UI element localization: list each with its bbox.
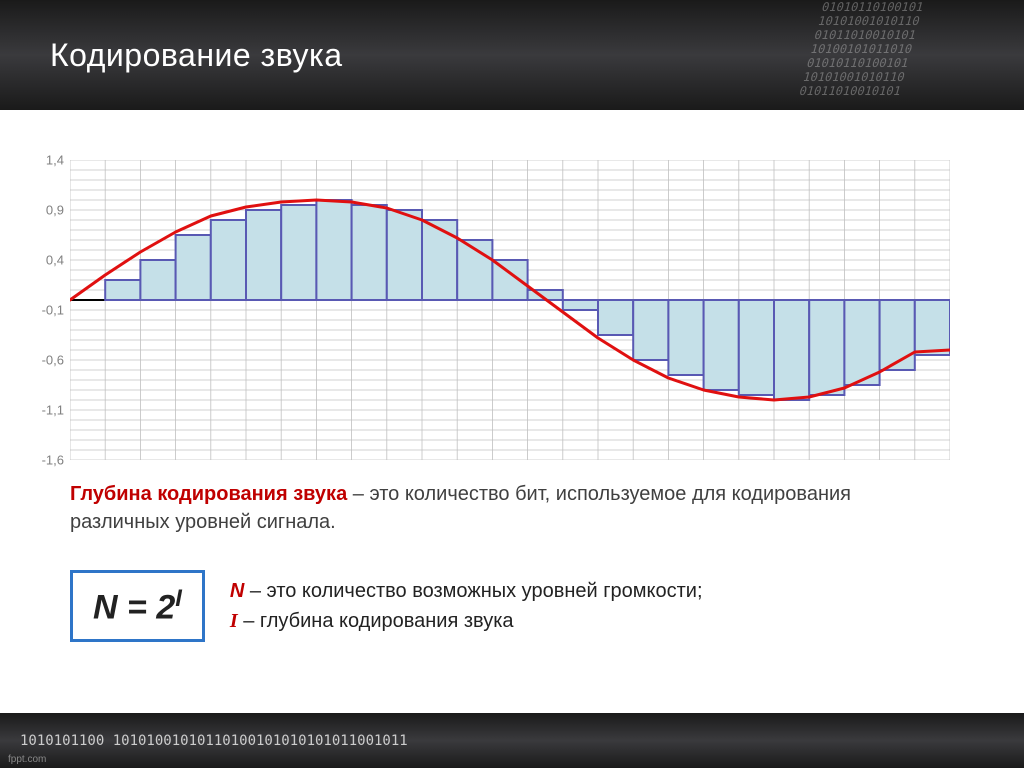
slide-title: Кодирование звука xyxy=(50,37,343,74)
watermark: fppt.com xyxy=(8,754,46,765)
desc-word: звука xyxy=(288,483,348,505)
i-text: – глубина кодирования звука xyxy=(238,610,514,632)
formula-row: N = 2I N – это количество возможных уров… xyxy=(70,570,703,642)
header-band: Кодирование звука 0101011010010110101001… xyxy=(0,0,1024,110)
formula-base: 2 xyxy=(156,588,175,626)
binary-decoration: 0101011010010110101001010110010110100101… xyxy=(795,0,1024,110)
slide: Кодирование звука 0101011010010110101001… xyxy=(0,0,1024,768)
formula-exp: I xyxy=(175,585,182,612)
chart-svg xyxy=(70,160,950,460)
formula-box: N = 2I xyxy=(70,570,205,642)
legend-i-line: I – глубина кодирования звука xyxy=(230,606,703,636)
sound-encoding-chart: -1,6-1,1-0,6-0,10,40,91,4 xyxy=(70,160,950,460)
footer-band: 1010101100 10101001010110100101010101011… xyxy=(0,713,1024,768)
formula-eq: = xyxy=(118,588,157,626)
formula-lhs: N xyxy=(93,588,118,626)
i-variable: I xyxy=(230,610,238,632)
description-text: Глубина кодирования звука – это количест… xyxy=(70,480,950,536)
legend-n-line: N – это количество возможных уровней гро… xyxy=(230,576,703,606)
footer-binary: 1010101100 10101001010110100101010101011… xyxy=(20,733,408,749)
desc-prefix: Глубина кодирования xyxy=(70,483,288,505)
formula-legend: N – это количество возможных уровней гро… xyxy=(230,576,703,636)
n-variable: N xyxy=(230,580,244,602)
n-text: – это количество возможных уровней громк… xyxy=(244,580,702,602)
